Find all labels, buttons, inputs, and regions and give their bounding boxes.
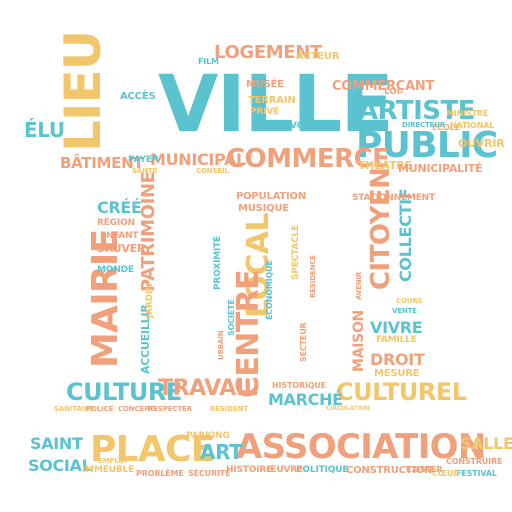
word-terrain: TERRAIN <box>248 95 296 106</box>
word-film: FILM <box>198 57 219 66</box>
word-association: ASSOCIATION <box>236 427 486 467</box>
word-batiment: BÂTIMENT <box>60 154 144 172</box>
word-residence: RÉSIDENCE <box>309 255 317 298</box>
word-voiture: VOITURE <box>290 121 334 131</box>
word-sante: SANTÉ <box>132 167 158 175</box>
word-cree: CRÉÉ <box>97 198 142 217</box>
word-monde: MONDE <box>97 265 134 275</box>
word-citoyen: CITOYEN <box>366 167 396 290</box>
word-exister: EXISTER <box>406 465 443 474</box>
word-theatre: THÉÂTRE <box>358 159 412 172</box>
word-commercant: COMMERÇANT <box>332 79 435 94</box>
word-spectacle: SPECTACLE <box>291 224 301 280</box>
word-proximite: PROXIMITÉ <box>213 235 223 290</box>
word-maison: MAISON <box>351 310 367 372</box>
word-economique: ÉCONOMIQUE <box>265 260 274 320</box>
word-acces: ACCÈS <box>120 91 156 102</box>
word-culture: CULTURE <box>66 378 182 406</box>
word-culturel: CULTUREL <box>336 378 467 406</box>
word-place: PLACE <box>90 429 215 470</box>
word-securite: SÉCURITÉ <box>188 469 231 478</box>
word-avenir: AVENIR <box>355 271 363 300</box>
word-directeur: DIRECTEUR <box>402 121 446 129</box>
word-circulation: CIRCULATION <box>326 405 370 412</box>
word-lieu: LIEU <box>54 30 112 152</box>
word-patrimoine: PATRIMOINE <box>138 171 159 292</box>
word-ville: VILLE <box>158 60 394 150</box>
word-art: ART <box>200 440 243 464</box>
word-artiste: ARTISTE <box>358 96 475 126</box>
word-cours: COURS <box>396 297 423 305</box>
word-mesure: MESURE <box>374 368 420 379</box>
word-resident: RÉSIDENT <box>210 405 248 413</box>
word-conseil: CONSEIL <box>196 167 229 175</box>
word-police: POLICE <box>86 405 114 413</box>
word-public: PUBLIC <box>356 125 498 166</box>
word-social: SOCIAL <box>28 456 92 475</box>
word-famille: FAMILLE <box>376 335 417 345</box>
word-ministre: MINISTRE <box>446 109 489 118</box>
word-politique: POLITIQUE <box>296 465 349 475</box>
word-enfant: ENFANT <box>100 231 139 241</box>
word-municipal: MUNICIPAL <box>150 150 246 169</box>
word-prive: PRIVÉ <box>250 107 280 117</box>
word-population: POPULATION <box>236 191 307 202</box>
word-sanitaire: SANITAIRE <box>54 405 95 413</box>
word-ouvrir: OUVRIR <box>458 137 505 150</box>
word-festival: FESTIVAL <box>456 469 497 478</box>
word-urbain: URBAIN <box>217 330 225 360</box>
word-commerce: COMMERCE <box>226 144 390 174</box>
word-payer: PAYER <box>128 155 159 165</box>
word-jardin: JARDIN <box>145 283 155 318</box>
word-secteur: SECTEUR <box>299 322 308 362</box>
word-acteur: ACTEUR <box>296 51 340 62</box>
word-concert: CONCERT <box>118 405 154 413</box>
word-marche: MARCHÉ <box>268 390 343 409</box>
word-saint: SAINT <box>30 434 83 453</box>
word-elu: ÉLU <box>24 118 65 142</box>
word-vivre: VIVRE <box>370 318 423 337</box>
word-musee: MUSÉE <box>246 79 284 90</box>
word-coeur: CŒUR <box>432 469 460 478</box>
word-vente: VENTE <box>392 307 417 315</box>
word-loi: LOI <box>384 87 400 97</box>
word-municipalite: MUNICIPALITÉ <box>398 162 483 175</box>
word-respecter: RESPECTER <box>148 405 192 413</box>
word-emploi: EMPLOI <box>98 457 127 465</box>
word-sauver: SAUVER <box>97 242 146 255</box>
word-probleme: PROBLÈME <box>136 469 184 478</box>
word-salle: SALLE <box>460 434 512 453</box>
word-region: RÉGION <box>97 218 135 228</box>
word-parking: PARKING <box>186 431 230 441</box>
word-ecole: ÉCOLE <box>432 123 460 132</box>
word-historique: HISTORIQUE <box>272 381 326 390</box>
word-oeuvre: ŒUVRE <box>266 465 303 475</box>
word-logement: LOGEMENT <box>214 42 322 63</box>
word-musique: MUSIQUE <box>238 203 290 214</box>
word-immeuble: IMMEUBLE <box>82 465 135 475</box>
word-histoire: HISTOIRE <box>226 465 273 475</box>
word-travail: TRAVAIL <box>158 376 258 401</box>
word-droit: DROIT <box>370 350 425 369</box>
word-stationnement: STATIONNEMENT <box>352 193 435 203</box>
word-construire: CONSTRUIRE <box>446 457 503 466</box>
word-construction: CONSTRUCTION <box>346 465 433 476</box>
word-national: NATIONAL <box>450 121 495 130</box>
word-societe: SOCIÉTÉ <box>227 299 236 336</box>
